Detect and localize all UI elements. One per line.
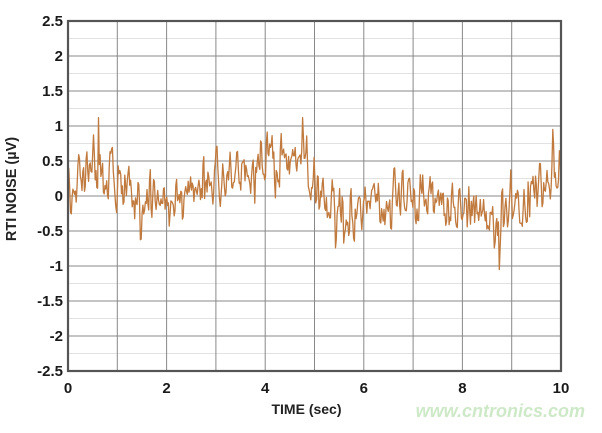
svg-text:0: 0 [64, 380, 72, 397]
svg-text:-1: -1 [50, 258, 63, 275]
svg-text:www.cntronics.com: www.cntronics.com [416, 401, 585, 421]
svg-text:1.5: 1.5 [42, 83, 63, 100]
svg-text:4: 4 [261, 380, 270, 397]
svg-text:0: 0 [55, 188, 63, 205]
svg-text:TIME (sec): TIME (sec) [271, 401, 341, 417]
svg-text:-2.5: -2.5 [37, 363, 63, 380]
svg-text:2: 2 [55, 48, 63, 65]
svg-text:10: 10 [553, 380, 570, 397]
svg-text:-1.5: -1.5 [37, 293, 63, 310]
svg-text:-2: -2 [50, 328, 63, 345]
svg-text:2: 2 [162, 380, 170, 397]
svg-text:8: 8 [458, 380, 466, 397]
svg-text:-0.5: -0.5 [37, 223, 63, 240]
svg-text:RTI NOISE (µV): RTI NOISE (µV) [4, 137, 20, 241]
svg-text:1: 1 [55, 118, 63, 135]
svg-text:2.5: 2.5 [42, 13, 63, 30]
svg-text:0.5: 0.5 [42, 153, 63, 170]
svg-text:6: 6 [360, 380, 368, 397]
